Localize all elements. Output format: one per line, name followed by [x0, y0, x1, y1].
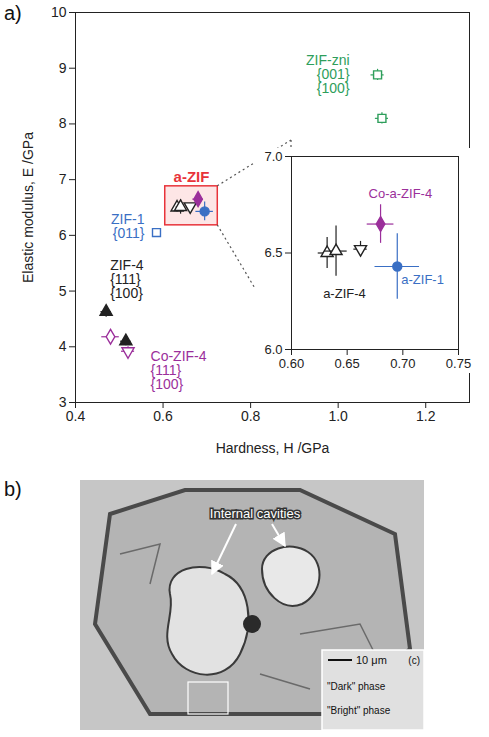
svg-text:"Bright" phase: "Bright" phase: [327, 705, 391, 716]
svg-text:a-ZIF-1: a-ZIF-1: [401, 272, 444, 287]
svg-text:Hardness, H /GPa: Hardness, H /GPa: [216, 440, 330, 456]
html-text:a): a): [4, 2, 22, 24]
svg-text:Co-ZIF-4{111}{100}: Co-ZIF-4{111}{100}: [151, 348, 207, 392]
svg-text:7.0: 7.0: [264, 149, 282, 164]
svg-text:0.8: 0.8: [241, 408, 261, 424]
svg-text:Co-a-ZIF-4: Co-a-ZIF-4: [369, 186, 433, 201]
svg-text:8: 8: [59, 115, 67, 131]
svg-text:4: 4: [59, 338, 67, 354]
svg-text:a-ZIF-4: a-ZIF-4: [323, 286, 366, 301]
svg-text:b): b): [4, 478, 22, 500]
svg-text:1.0: 1.0: [328, 408, 348, 424]
svg-text:(c): (c): [408, 655, 420, 666]
svg-text:0.70: 0.70: [390, 356, 415, 371]
svg-text:ZIF-1{011}: ZIF-1{011}: [111, 211, 145, 241]
svg-text:ZIF-zni{001}{100}: ZIF-zni{001}{100}: [306, 52, 350, 96]
svg-text:0.4: 0.4: [66, 408, 86, 424]
svg-text:Internal cavities: Internal cavities: [210, 506, 301, 521]
svg-text:Elastic modulus, E /GPa: Elastic modulus, E /GPa: [20, 132, 36, 283]
svg-text:0.60: 0.60: [279, 356, 304, 371]
svg-text:0.65: 0.65: [335, 356, 360, 371]
svg-text:6: 6: [59, 227, 67, 243]
svg-text:a-ZIF: a-ZIF: [174, 168, 210, 185]
svg-text:0.6: 0.6: [153, 408, 173, 424]
svg-text:3: 3: [58, 394, 67, 410]
svg-text:ZIF-4{111}{100}: ZIF-4{111}{100}: [110, 257, 144, 301]
svg-text:6.5: 6.5: [264, 245, 282, 260]
svg-text:6.0: 6.0: [264, 342, 282, 357]
svg-text:10: 10: [51, 4, 67, 20]
svg-text:10 μm: 10 μm: [356, 654, 387, 666]
svg-text:5: 5: [59, 283, 67, 299]
svg-text:0.75: 0.75: [446, 356, 471, 371]
svg-text:"Dark" phase: "Dark" phase: [327, 681, 386, 692]
svg-text:9: 9: [59, 60, 67, 76]
svg-text:7: 7: [59, 171, 67, 187]
svg-text:1.2: 1.2: [416, 408, 436, 424]
